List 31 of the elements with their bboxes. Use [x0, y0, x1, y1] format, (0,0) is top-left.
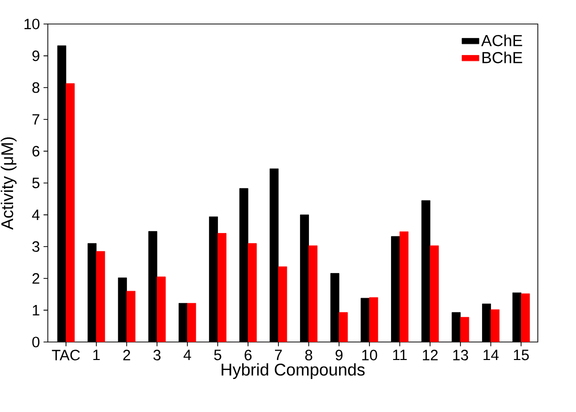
y-tick-label: 0 [32, 336, 40, 348]
y-axis-title: Activity (μM) [0, 137, 17, 230]
x-tick-label: 6 [244, 350, 252, 360]
y-tick-label: 8 [32, 82, 40, 93]
y-tick-label: 4 [32, 210, 40, 220]
x-tick-label: 7 [274, 350, 282, 360]
x-tick-label: 12 [422, 350, 438, 360]
x-tick-label: 10 [362, 350, 378, 360]
x-tick-label: 14 [484, 350, 499, 360]
x-tick-label: 1 [93, 350, 100, 360]
y-tick-label: 6 [32, 146, 40, 156]
x-tick-label: 15 [514, 350, 529, 360]
x-tick-label: 13 [453, 350, 468, 360]
x-tick-label: 5 [214, 350, 222, 360]
y-tick-label: 9 [32, 50, 40, 62]
x-tick-label: 9 [336, 350, 343, 360]
x-tick-label: 8 [305, 350, 312, 360]
x-tick-label: TAC [52, 350, 80, 360]
x-tick-label: 11 [393, 350, 407, 360]
y-tick-label: 1 [32, 305, 40, 316]
y-tick-label: 7 [32, 114, 40, 125]
y-tick-label: 2 [32, 273, 40, 284]
x-axis-title: Hybrid Compounds [222, 363, 365, 379]
y-tick-label: 5 [32, 178, 40, 188]
x-tick-label: 2 [123, 350, 130, 360]
legend-label: BChE [482, 52, 522, 64]
legend-label: AChE [481, 34, 522, 46]
y-tick-label: 10 [24, 18, 40, 30]
x-tick-label: 4 [184, 350, 192, 360]
x-tick-label: 3 [153, 350, 161, 360]
y-tick-label: 3 [32, 241, 40, 252]
